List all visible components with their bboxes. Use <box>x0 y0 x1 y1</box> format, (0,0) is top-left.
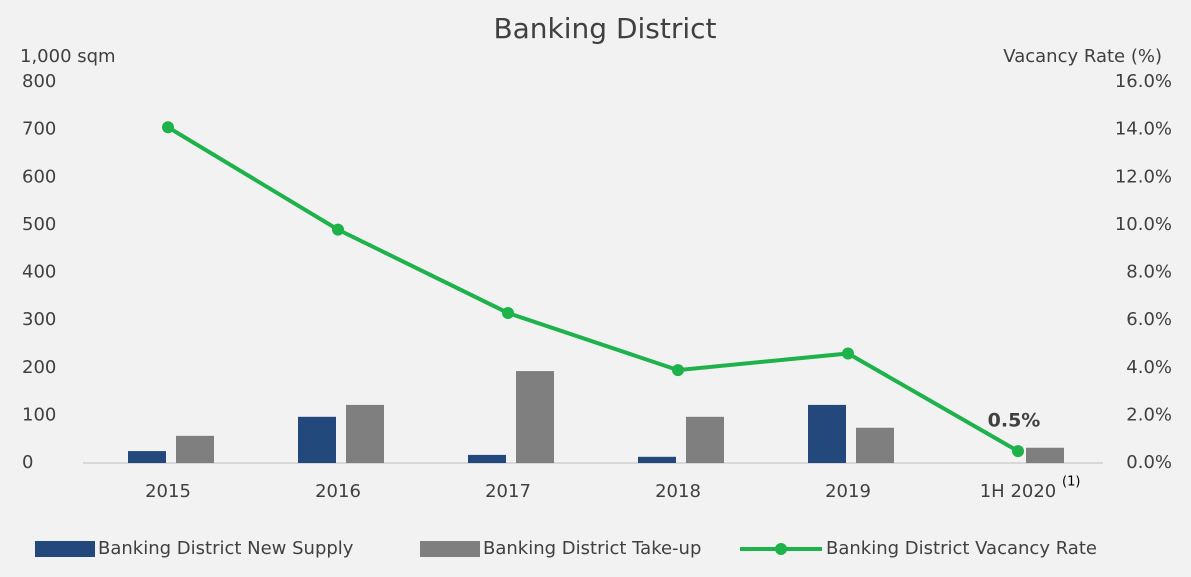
point <box>672 364 684 377</box>
y2-tick-label: 2.0% <box>1126 404 1172 425</box>
point <box>842 347 854 360</box>
x-tick-label: 2018 <box>655 481 701 502</box>
x-tick-label: 2019 <box>825 481 871 502</box>
x-tick-label: 2017 <box>485 481 531 502</box>
data-label: 0.5% <box>988 410 1041 432</box>
line <box>166 125 1019 453</box>
y2-tick-label: 8.0% <box>1126 262 1172 283</box>
y-tick-label: 700 <box>22 119 56 140</box>
y-tick-label: 500 <box>22 214 56 235</box>
y2-tick-label: 12.0% <box>1115 166 1172 187</box>
y-tick-label: 200 <box>22 357 56 378</box>
bar <box>808 404 846 463</box>
y2-tick-label: 4.0% <box>1126 357 1172 378</box>
point <box>502 306 514 319</box>
y-tick-label: 300 <box>22 309 56 330</box>
y2-tick-label: 0.0% <box>1126 452 1172 473</box>
y-tick-label: 800 <box>22 71 56 92</box>
bar <box>638 456 676 463</box>
bar <box>856 427 894 463</box>
y2-tick-label: 14.0% <box>1115 119 1172 140</box>
bar <box>686 416 724 463</box>
y2-tick-label: 16.0% <box>1115 71 1172 92</box>
y-tick-label: 600 <box>22 166 56 187</box>
y-tick-label: 0 <box>22 452 33 473</box>
bar <box>176 435 214 463</box>
y2-tick-label: 10.0% <box>1115 214 1172 235</box>
legend-label: Banking District New Supply <box>98 538 354 559</box>
bar <box>468 454 506 463</box>
annotation: (1) <box>1062 475 1080 490</box>
x-tick-label: 1H 2020 <box>980 481 1057 502</box>
legend-swatch <box>420 541 480 557</box>
legend-label: Banking District Vacancy Rate <box>826 538 1097 559</box>
point <box>1012 445 1024 458</box>
y-tick-label: 100 <box>22 404 56 425</box>
y2-tick-label: 6.0% <box>1126 309 1172 330</box>
x-tick-label: 2016 <box>315 481 361 502</box>
legend-swatch <box>35 541 95 557</box>
x-tick-label: 2015 <box>145 481 191 502</box>
legend-label: Banking District Take-up <box>483 538 701 559</box>
y2-axis-label: Vacancy Rate (%) <box>1003 46 1162 67</box>
bar <box>128 451 166 463</box>
bar <box>298 416 336 463</box>
legend-swatch <box>775 543 787 555</box>
bar <box>516 371 554 463</box>
bar <box>1026 447 1064 463</box>
point <box>332 223 344 236</box>
point <box>162 121 174 134</box>
y-tick-label: 400 <box>22 262 56 283</box>
bar <box>346 404 384 463</box>
y-axis-label: 1,000 sqm <box>20 46 116 67</box>
chart-title: Banking District <box>493 12 716 45</box>
